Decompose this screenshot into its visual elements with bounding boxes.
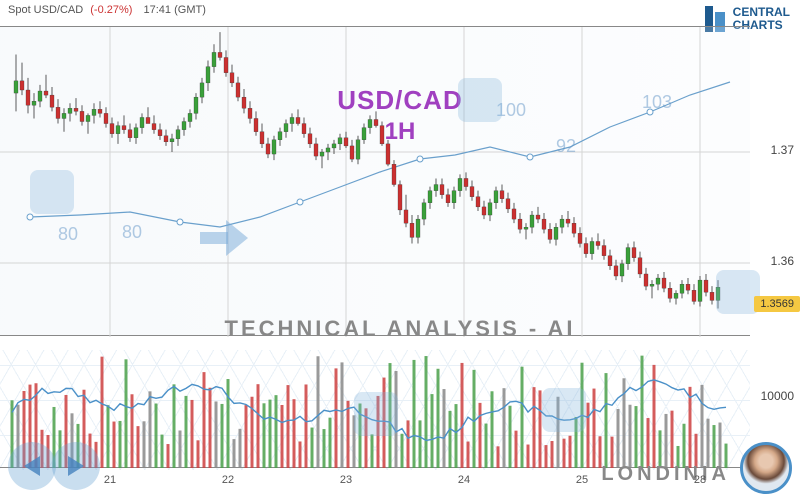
watermark-arrow-icon xyxy=(200,220,250,256)
watermark-tile-icon xyxy=(458,78,502,122)
londinia-brand: LONDINIA xyxy=(601,463,730,486)
y-axis-label: 1.37 xyxy=(771,143,794,157)
x-axis-label: 24 xyxy=(458,474,470,486)
time-label: 17:41 (GMT) xyxy=(144,4,206,16)
watermark-number: 80 xyxy=(122,222,142,243)
overlay-pair: USD/CAD xyxy=(337,85,462,116)
x-axis-label: 23 xyxy=(340,474,352,486)
y-axis-label: 1.36 xyxy=(771,254,794,268)
watermark-tile-icon xyxy=(542,388,586,432)
arrow-right-icon xyxy=(68,456,84,476)
watermark-number: 103 xyxy=(642,92,672,113)
overlay-title: USD/CAD 1H xyxy=(337,85,462,146)
arrow-left-icon xyxy=(24,456,40,476)
chart-header: Spot USD/CAD (-0.27%) 17:41 (GMT) xyxy=(8,4,206,16)
overlay-timeframe: 1H xyxy=(337,118,462,146)
nav-prev-button[interactable] xyxy=(8,442,56,490)
current-price-tag: 1.3569 xyxy=(754,296,800,312)
main-price-chart[interactable] xyxy=(0,26,750,336)
watermark-tile-icon xyxy=(30,170,74,214)
change-label: (-0.27%) xyxy=(90,4,132,16)
nav-next-button[interactable] xyxy=(52,442,100,490)
symbol-label: Spot USD/CAD xyxy=(8,4,83,16)
watermark-number: 92 xyxy=(556,136,576,157)
indicator-y-label: 10000 xyxy=(761,389,794,403)
watermark-tile-icon xyxy=(354,392,398,436)
candlestick-svg xyxy=(0,27,750,337)
assistant-avatar[interactable] xyxy=(740,442,792,494)
x-axis-label: 25 xyxy=(576,474,588,486)
x-axis-label: 21 xyxy=(104,474,116,486)
x-axis-label: 22 xyxy=(222,474,234,486)
watermark-number: 80 xyxy=(58,224,78,245)
overlay-technical-label: TECHNICAL ANALYSIS - AI xyxy=(225,316,576,342)
x-axis-label: 28 xyxy=(694,474,706,486)
